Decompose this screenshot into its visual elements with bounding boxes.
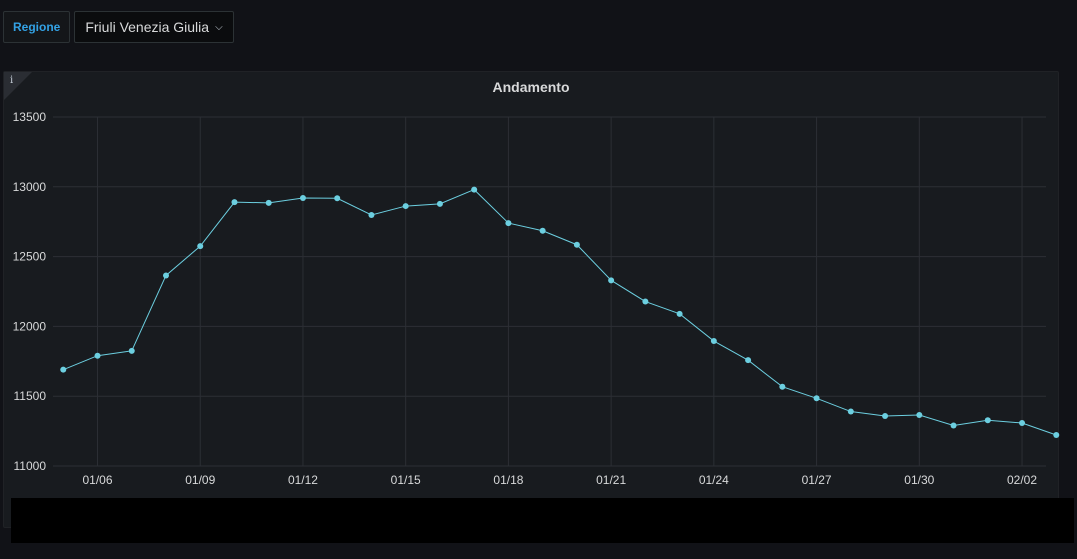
x-tick-label: 01/15 [391,473,421,487]
data-point [471,186,478,193]
data-point [882,413,889,420]
regione-variable-dropdown[interactable]: Friuli Venezia Giulia ⌵ [74,11,234,43]
data-point [128,347,135,354]
data-point [676,310,683,317]
data-point [60,366,67,373]
regione-variable-label: Regione [3,11,71,43]
chevron-down-icon: ⌵ [215,21,223,33]
y-tick-label: 12500 [13,250,47,264]
data-point [505,220,512,227]
data-point [984,417,991,424]
x-tick-label: 01/09 [185,473,215,487]
x-tick-label: 02/02 [1007,473,1037,487]
data-point [539,227,546,234]
data-point [1019,420,1026,427]
panel-title[interactable]: Andamento [492,79,570,95]
data-point [436,200,443,207]
data-point [847,408,854,415]
y-tick-label: 12000 [13,319,47,333]
x-tick-label: 01/18 [493,473,523,487]
redacted-area [11,498,1074,543]
data-point [334,195,341,202]
panel-info-corner[interactable] [4,72,32,100]
data-point [231,199,238,206]
x-tick-label: 01/30 [904,473,934,487]
y-tick-label: 13500 [13,110,47,124]
data-point [916,412,923,419]
data-point [1053,432,1060,439]
info-icon[interactable]: i [10,75,14,86]
data-point [710,338,717,345]
x-tick-label: 01/21 [596,473,626,487]
variable-bar: Regione Friuli Venezia Giulia ⌵ [3,11,234,43]
y-tick-label: 11500 [14,389,47,403]
data-point [94,352,101,359]
y-tick-label: 11000 [14,459,47,473]
data-point [779,383,786,390]
data-point [573,241,580,248]
data-point [299,194,306,201]
x-tick-label: 01/24 [699,473,729,487]
data-point [608,277,615,284]
data-point [642,298,649,305]
data-point [368,211,375,218]
regione-selected-value: Friuli Venezia Giulia [85,19,210,35]
andamento-panel: i Andamento [3,71,1059,528]
x-tick-label: 01/27 [802,473,832,487]
data-point [813,395,820,402]
series-line [63,189,1057,436]
data-point [950,422,957,429]
x-tick-label: 01/12 [288,473,318,487]
x-tick-label: 01/06 [82,473,112,487]
y-tick-label: 13000 [13,180,47,194]
data-point [265,199,272,206]
data-point [197,243,204,250]
data-point [745,357,752,364]
data-point [402,203,409,210]
data-point [162,272,169,279]
